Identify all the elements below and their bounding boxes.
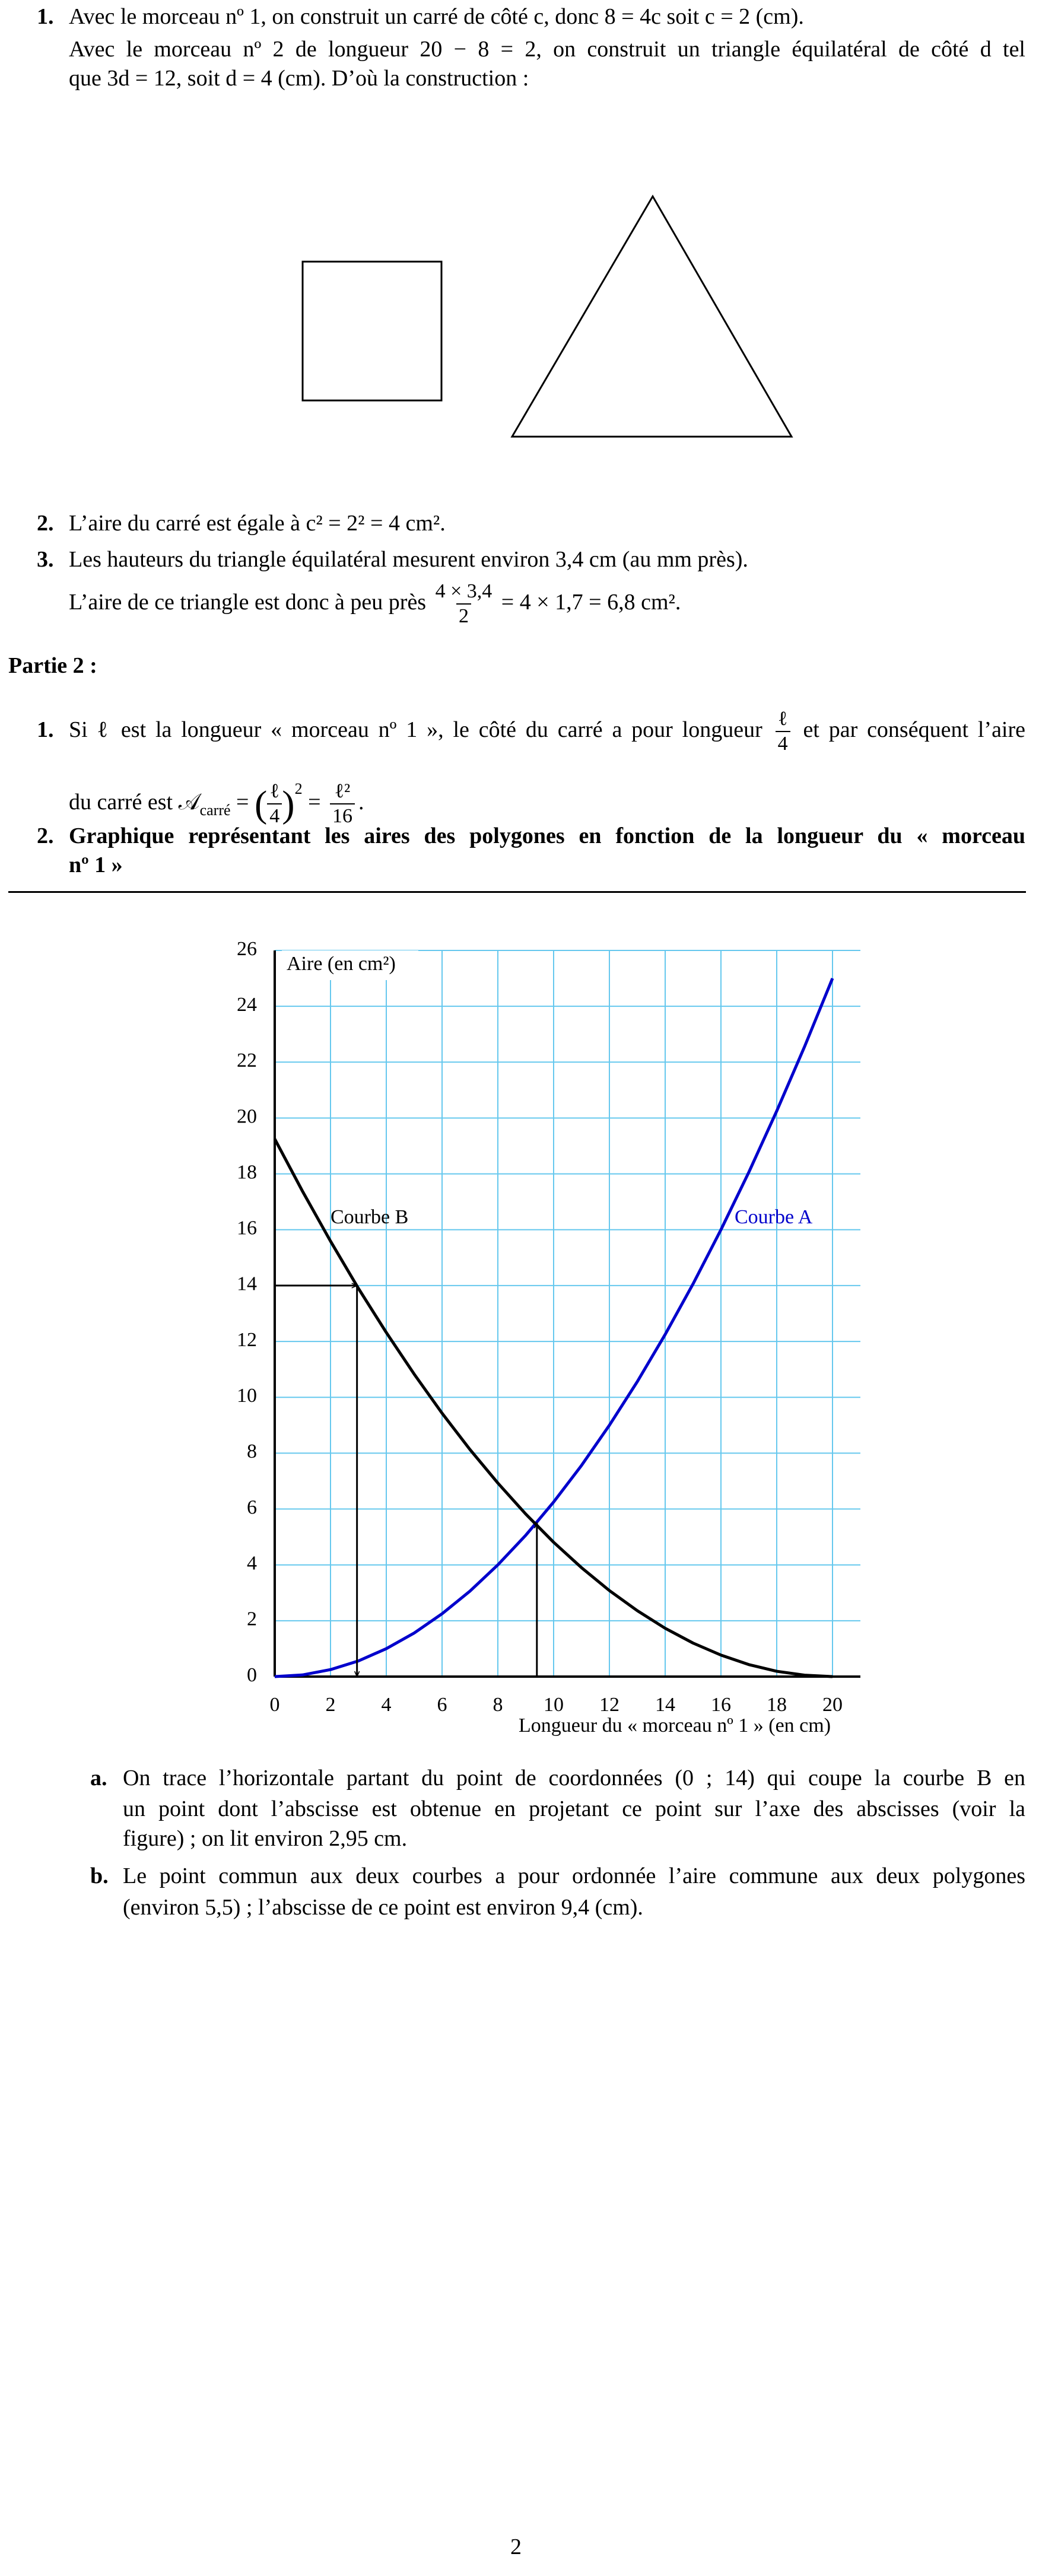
text: . <box>358 790 364 815</box>
x-tick-label: 18 <box>767 1694 787 1716</box>
text: = <box>308 790 321 815</box>
x-tick-label: 10 <box>544 1694 564 1716</box>
item-number: 2. <box>37 823 54 848</box>
y-tick-label: 18 <box>237 1161 257 1183</box>
text-line: (environ 5,5) ; l’abscisse de ce point e… <box>123 1895 643 1920</box>
x-tick-label: 4 <box>382 1694 392 1716</box>
text-line: nº 1 » <box>69 853 123 877</box>
text-line: Avec le morceau nº 2 de longueur 20 − 8 … <box>69 37 1025 62</box>
x-tick-label: 16 <box>711 1694 731 1716</box>
text-line: du carré est 𝒜carré = (ℓ 4)2 = ℓ² 16. <box>69 762 364 837</box>
x-axis-label: Longueur du « morceau nº 1 » (en cm) <box>519 1715 831 1737</box>
item-number: 3. <box>37 547 54 572</box>
text: et par conséquent l’aire <box>803 717 1026 742</box>
paren: ( <box>254 783 268 825</box>
y-tick-label: 10 <box>237 1385 257 1407</box>
fraction: 4 × 3,4 2 <box>436 580 493 628</box>
item-number: a. <box>90 1766 107 1791</box>
x-tick-label: 2 <box>326 1694 336 1716</box>
y-tick-label: 26 <box>237 938 257 960</box>
paren: ) <box>282 783 295 825</box>
y-axis-label: Aire (en cm²) <box>287 953 396 975</box>
x-tick-label: 0 <box>270 1694 280 1716</box>
x-tick-label: 8 <box>493 1694 503 1716</box>
text-line: L’aire de ce triangle est donc à peu prè… <box>69 578 681 628</box>
text: Si ℓ est la longueur « morceau nº 1 », l… <box>69 717 762 742</box>
exponent: 2 <box>294 780 303 797</box>
y-tick-label: 16 <box>237 1217 257 1239</box>
text-line: Avec le morceau nº 1, on construit un ca… <box>69 4 804 29</box>
x-tick-label: 14 <box>655 1694 675 1716</box>
text-line: L’aire du carré est égale à c² = 2² = 4 … <box>69 511 446 536</box>
y-tick-label: 2 <box>247 1608 257 1630</box>
numerator: ℓ <box>269 780 279 803</box>
y-tick-label: 6 <box>247 1496 257 1518</box>
x-tick-label: 12 <box>599 1694 619 1716</box>
denominator: 16 <box>330 803 355 828</box>
label-bg <box>282 950 418 980</box>
text: du carré est 𝒜 <box>69 790 200 815</box>
y-tick-label: 8 <box>247 1440 257 1462</box>
data-line <box>274 978 834 1678</box>
denominator: 4 <box>267 803 282 828</box>
numerator: ℓ <box>777 708 788 730</box>
curve-label: Courbe A <box>735 1206 813 1228</box>
curve-label: Courbe B <box>331 1206 408 1228</box>
text: = 4 × 1,7 = 6,8 cm². <box>501 590 681 615</box>
text-line: Le point commun aux deux courbes a pour … <box>123 1863 1025 1888</box>
construction-figure <box>301 195 793 438</box>
item-number: 1. <box>37 4 54 29</box>
text-line: que 3d = 12, soit d = 4 (cm). D’où la co… <box>69 66 529 91</box>
numerator: 4 × 3,4 <box>435 580 493 603</box>
text-line: Si ℓ est la longueur « morceau nº 1 », l… <box>69 706 1025 756</box>
text-line: figure) ; on lit environ 2,95 cm. <box>123 1826 408 1851</box>
text: L’aire de ce triangle est donc à peu prè… <box>69 590 427 615</box>
y-tick-label: 24 <box>237 994 257 1016</box>
x-tick-label: 20 <box>822 1694 843 1716</box>
y-tick-label: 12 <box>237 1329 257 1351</box>
text-line: Les hauteurs du triangle équilatéral mes… <box>69 547 748 572</box>
y-tick-label: 4 <box>247 1552 257 1574</box>
text-line: Graphique représentant les aires des pol… <box>69 823 1025 848</box>
item-number: 1. <box>37 717 54 742</box>
denominator: 4 <box>775 731 790 756</box>
x-tick-label: 6 <box>437 1694 447 1716</box>
y-tick-label: 20 <box>237 1105 257 1127</box>
data-line <box>273 1138 833 1678</box>
y-tick-label: 0 <box>247 1664 257 1686</box>
text-line: On trace l’horizontale partant du point … <box>123 1766 1025 1791</box>
item-number: b. <box>90 1863 109 1888</box>
fraction: ℓ² 16 <box>330 780 355 828</box>
triangle <box>510 195 793 438</box>
separator <box>8 891 1026 893</box>
denominator: 2 <box>456 603 471 628</box>
y-tick-label: 14 <box>237 1273 257 1295</box>
square <box>301 260 443 402</box>
text-line: un point dont l’abscisse est obtenue en … <box>123 1796 1025 1821</box>
text: = <box>236 790 249 815</box>
subscript: carré <box>199 802 231 819</box>
page-number: 2 <box>510 2534 522 2559</box>
item-number: 2. <box>37 511 54 536</box>
y-tick-label: 22 <box>237 1050 257 1071</box>
section-heading: Partie 2 : <box>8 653 97 678</box>
numerator: ℓ² <box>334 780 351 803</box>
